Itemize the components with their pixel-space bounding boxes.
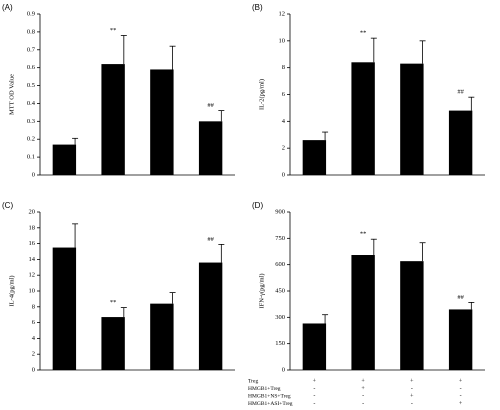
y-tick-label: 900 [275,208,285,215]
y-tick-label: 0 [32,171,35,178]
y-tick-label: 0.5 [27,82,35,89]
y-tick-label: 600 [275,261,285,268]
y-tick-label: 0.3 [27,118,35,125]
significance-mark: ## [457,294,464,301]
bar [198,262,223,370]
significance-mark: ** [110,299,117,306]
y-tick-label: 2 [282,145,285,152]
bar [150,303,174,370]
y-tick-label: 2 [32,351,35,358]
condition-label: HMGB1+ASI+Treg [248,401,293,407]
condition-mark: + [459,401,463,407]
condition-label: HMGB1+NS+Treg [248,393,291,399]
condition-mark: - [411,386,413,392]
condition-mark: + [410,393,414,399]
bar [351,255,375,370]
bar [448,110,473,175]
condition-mark: + [361,378,365,384]
bar [400,261,424,370]
significance-mark: ## [207,102,214,109]
significance-mark: ## [457,89,464,96]
condition-mark: - [460,393,462,399]
y-tick-label: 4 [282,118,286,125]
condition-mark: - [313,401,315,407]
condition-mark: - [313,386,315,392]
y-tick-label: 300 [275,314,285,321]
condition-mark: + [313,378,317,384]
y-tick-label: 6 [282,91,286,98]
y-tick-label: 8 [32,303,35,310]
significance-mark: ** [360,231,367,238]
y-tick-label: 12 [29,272,36,279]
y-tick-label: 20 [29,208,36,215]
panel-label: (A) [2,3,13,12]
y-tick-label: 0 [282,366,285,373]
bar [52,144,77,175]
condition-mark: + [410,378,414,384]
bar [150,69,174,175]
condition-label: HMGB1+Treg [248,386,281,392]
condition-mark: + [459,378,463,384]
bar [302,323,327,370]
y-tick-label: 12 [279,10,286,17]
bar [52,247,77,370]
y-axis-label: IFN-γ(pg/ml) [258,273,265,308]
y-tick-label: 4 [32,335,36,342]
y-tick-label: 8 [282,64,285,71]
y-tick-label: 0.9 [27,10,35,17]
panel-label: (D) [252,201,263,210]
y-tick-label: 0 [282,171,285,178]
y-tick-label: 0.1 [27,154,35,161]
significance-mark: ## [207,236,214,243]
significance-mark: ** [360,30,367,37]
condition-label: Treg [248,378,258,384]
y-tick-label: 16 [29,240,36,247]
bar [400,63,424,176]
y-tick-label: 0.4 [27,100,36,107]
significance-mark: ** [110,27,117,34]
panel-label: (C) [2,201,13,210]
y-tick-label: 0 [32,366,35,373]
y-tick-label: 750 [275,235,285,242]
bar [198,121,223,175]
y-axis-label: IL-4(pg/ml) [8,275,15,306]
bar [101,317,125,370]
condition-mark: - [362,401,364,407]
panel-label: (B) [252,3,263,12]
y-tick-label: 10 [29,287,36,294]
y-tick-label: 0.8 [27,28,35,35]
y-tick-label: 0.2 [27,136,35,143]
condition-mark: - [460,386,462,392]
y-axis-label: MTT OD Value [8,74,15,115]
y-tick-label: 6 [32,319,36,326]
bar [101,64,125,175]
y-tick-label: 0.7 [27,46,36,53]
bar [448,309,473,370]
condition-mark: - [313,393,315,399]
y-tick-label: 10 [279,37,286,44]
bar [351,62,375,175]
y-tick-label: 0.6 [27,64,36,71]
y-tick-label: 14 [29,256,36,263]
y-tick-label: 18 [29,224,36,231]
bar [302,140,327,175]
condition-mark: - [411,401,413,407]
condition-mark: + [361,386,365,392]
y-axis-label: IL-2(pg/ml) [258,79,265,110]
y-tick-label: 450 [275,287,285,294]
condition-mark: - [362,393,364,399]
y-tick-label: 150 [275,340,285,347]
